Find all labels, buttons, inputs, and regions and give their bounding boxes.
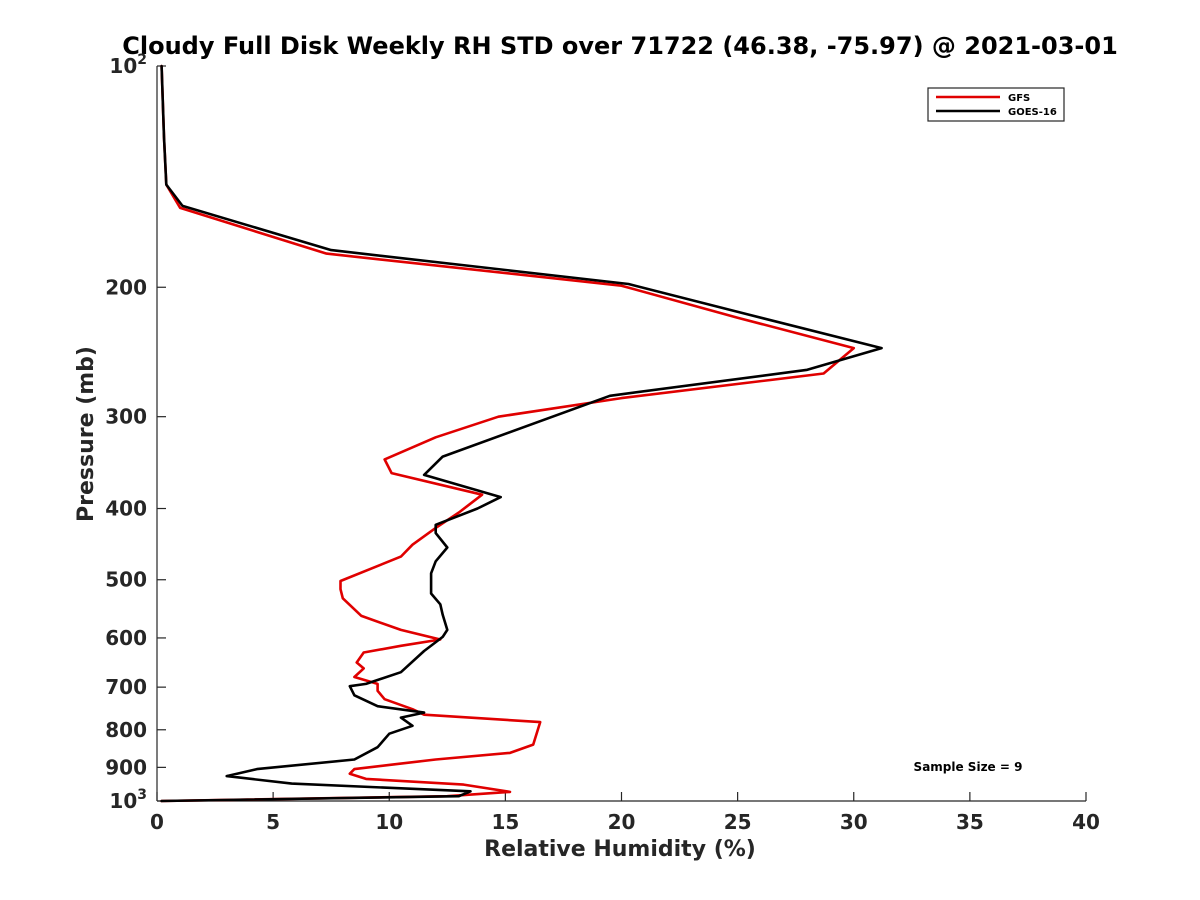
x-tick-label: 20: [608, 810, 636, 834]
y-tick-label: 300: [105, 405, 147, 429]
legend: GFS GOES-16: [927, 87, 1065, 122]
series-line-goes-16: [160, 64, 883, 803]
x-tick-label: 5: [266, 810, 280, 834]
legend-box: [927, 87, 1065, 122]
y-tick-label: 103: [109, 787, 147, 813]
legend-label-gfs: GFS: [1008, 93, 1030, 104]
y-tick-label-base: 10: [109, 789, 137, 813]
chart-title: Cloudy Full Disk Weekly RH STD over 7172…: [122, 32, 1118, 60]
x-tick-label: 35: [956, 810, 984, 834]
y-axis-label: Pressure (mb): [74, 346, 99, 522]
x-tick-label: 0: [150, 810, 164, 834]
x-axis-label: Relative Humidity (%): [484, 837, 756, 862]
y-tick-label: 200: [105, 275, 147, 299]
y-tick-label: 102: [109, 52, 147, 78]
sample-size-annotation: Sample Size = 9: [914, 760, 1023, 774]
y-tick-label-exponent: 2: [137, 52, 147, 68]
series-line-gfs: [160, 64, 856, 803]
x-tick-label: 15: [491, 810, 519, 834]
y-tick-label: 400: [105, 497, 147, 521]
y-tick-label: 600: [105, 626, 147, 650]
series-layer: [160, 64, 883, 803]
y-tick-label-exponent: 3: [137, 787, 147, 803]
x-axis: 0 5 10 15 20 25 30 35 40: [150, 792, 1100, 834]
y-tick-label: 700: [105, 675, 147, 699]
x-tick-label: 40: [1072, 810, 1100, 834]
x-tick-label: 10: [375, 810, 403, 834]
legend-label-goes-16: GOES-16: [1008, 107, 1057, 118]
x-tick-label: 30: [840, 810, 868, 834]
y-tick-label: 500: [105, 568, 147, 592]
x-tick-label: 25: [724, 810, 752, 834]
y-tick-label: 900: [105, 755, 147, 779]
y-tick-label: 800: [105, 718, 147, 742]
y-tick-label-base: 10: [109, 54, 137, 78]
